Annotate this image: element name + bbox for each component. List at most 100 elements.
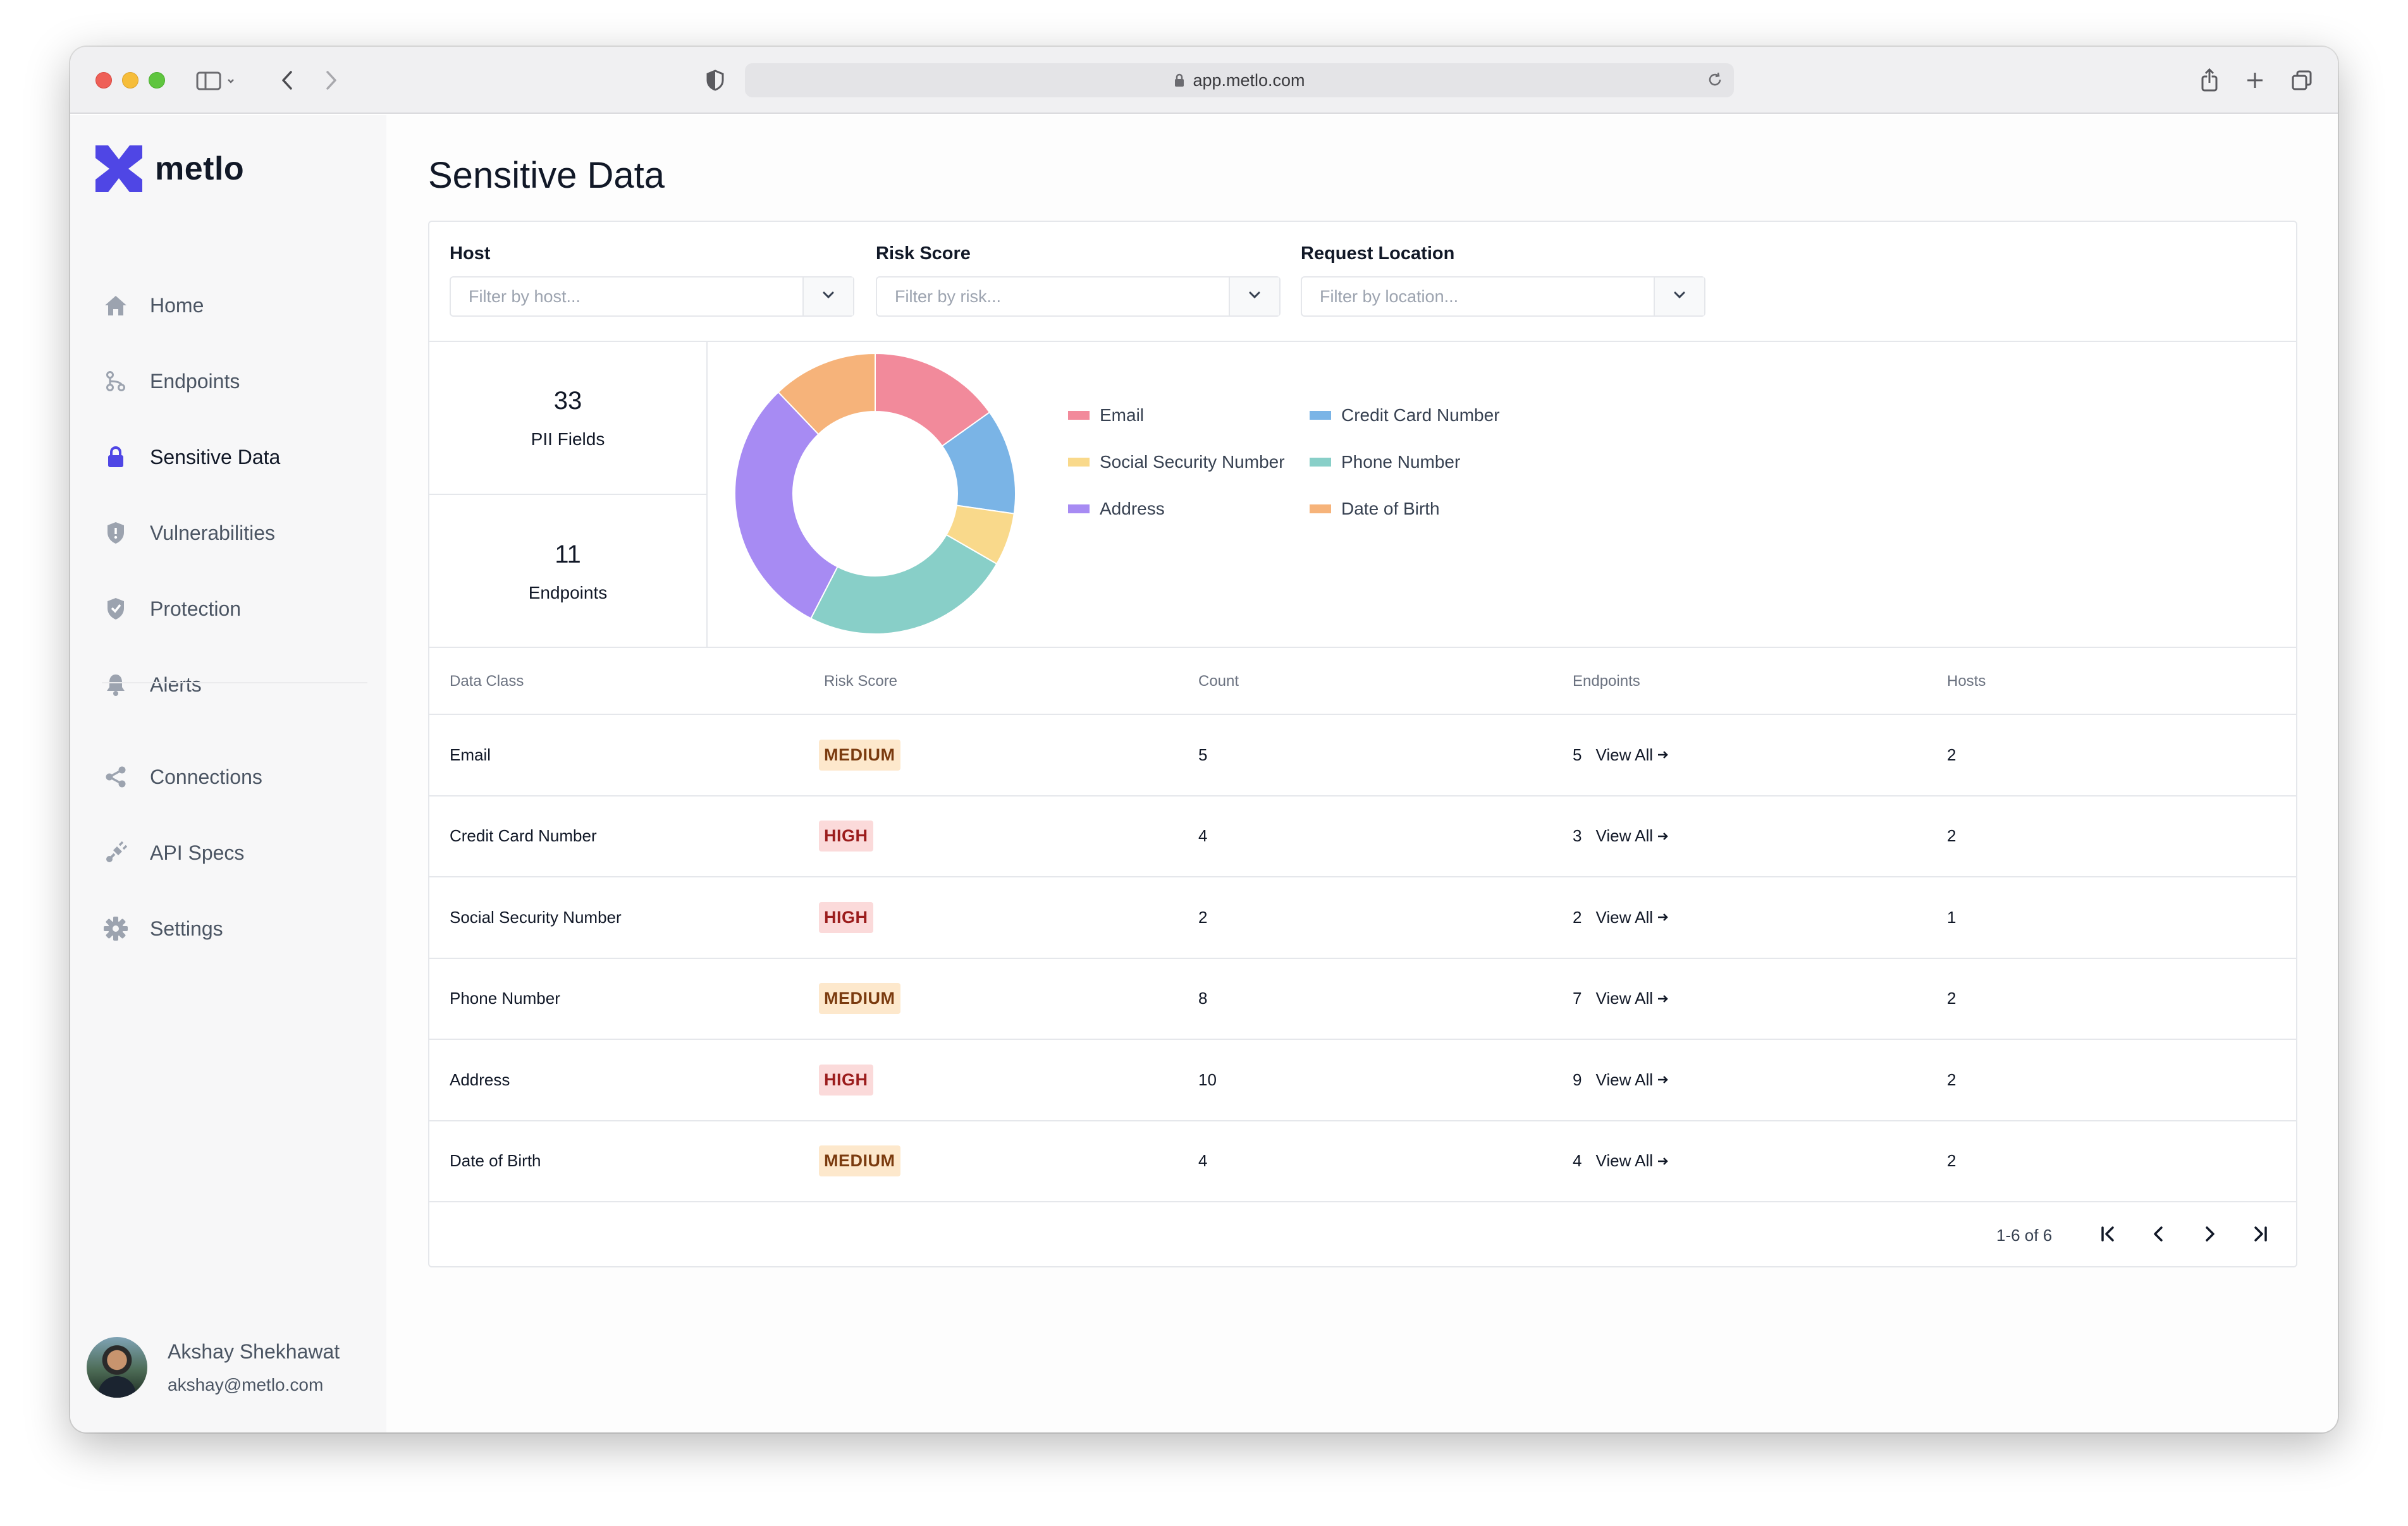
- endpoints-count: 11: [555, 540, 581, 568]
- arrow-right-icon: [1658, 994, 1668, 1003]
- view-all-label: View All: [1595, 826, 1654, 846]
- sidebar-item-vulnerabilities[interactable]: Vulnerabilities: [102, 511, 367, 555]
- back-icon[interactable]: [273, 66, 302, 95]
- chevron-down-icon: [1248, 291, 1262, 303]
- view-all-label: View All: [1595, 907, 1654, 927]
- endpoints-count: 7: [1573, 989, 1582, 1008]
- user-email: akshay@metlo.com: [168, 1374, 324, 1395]
- address-bar[interactable]: app.metlo.com: [745, 63, 1734, 97]
- legend-item[interactable]: Social Security Number: [1068, 449, 1310, 475]
- sidebar-item-label: Protection: [150, 597, 242, 620]
- view-all-link[interactable]: View All: [1595, 989, 1669, 1008]
- next-page-button[interactable]: [2194, 1219, 2225, 1251]
- host-filter-input[interactable]: [451, 278, 802, 315]
- count-cell: 2: [1198, 907, 1208, 927]
- legend-item[interactable]: Email: [1068, 403, 1310, 428]
- share-icon[interactable]: [2195, 66, 2224, 95]
- user-profile[interactable]: Akshay Shekhawat akshay@metlo.com: [87, 1337, 340, 1398]
- summary-section: 33 PII Fields 11 Endpoints Email Credit C…: [429, 342, 2296, 648]
- endpoints-cell: 9 View All: [1573, 1040, 1669, 1120]
- legend-label: Social Security Number: [1100, 452, 1285, 472]
- endpoints-count: 4: [1573, 1151, 1582, 1171]
- donut-slice-date-of-birth[interactable]: [777, 352, 876, 436]
- sidebar-item-settings[interactable]: Settings: [102, 906, 367, 951]
- url-text: app.metlo.com: [1193, 70, 1305, 90]
- view-all-link[interactable]: View All: [1595, 1151, 1669, 1171]
- endpoints-count: 2: [1573, 907, 1582, 927]
- host-filter: Host: [450, 243, 854, 317]
- sidebar-item-sensitive-data[interactable]: Sensitive Data: [102, 435, 367, 479]
- table-row[interactable]: Email MEDIUM 5 5 View All 2: [429, 715, 2296, 797]
- tab-overview-icon[interactable]: [2287, 66, 2316, 95]
- table-row[interactable]: Phone Number MEDIUM 8 7 View All 2: [429, 959, 2296, 1040]
- first-page-icon: [2099, 1224, 2118, 1247]
- legend-item[interactable]: Date of Birth: [1310, 496, 1549, 522]
- legend-item[interactable]: Credit Card Number: [1310, 403, 1549, 428]
- column-header-endpoints[interactable]: Endpoints: [1573, 673, 1640, 690]
- column-header-risk-score[interactable]: Risk Score: [824, 673, 898, 690]
- new-tab-icon[interactable]: [2240, 66, 2270, 95]
- table-row[interactable]: Credit Card Number HIGH 4 3 View All 2: [429, 797, 2296, 877]
- donut-slice-phone-number[interactable]: [809, 534, 998, 635]
- metlo-logo[interactable]: metlo: [95, 145, 244, 192]
- pii-fields-label: PII Fields: [531, 429, 605, 449]
- metlo-logo-icon: [95, 145, 142, 192]
- column-header-data-class[interactable]: Data Class: [450, 673, 524, 690]
- legend-item[interactable]: Address: [1068, 496, 1310, 522]
- view-all-link[interactable]: View All: [1595, 826, 1669, 846]
- legend-swatch: [1310, 504, 1331, 513]
- hosts-cell: 2: [1947, 1151, 1956, 1171]
- donut-slice-address[interactable]: [734, 391, 838, 620]
- minimize-window-button[interactable]: [122, 72, 138, 89]
- risk-dropdown-button[interactable]: [1229, 278, 1279, 315]
- view-all-link[interactable]: View All: [1595, 1070, 1669, 1090]
- table-row[interactable]: Date of Birth MEDIUM 4 4 View All 2: [429, 1121, 2296, 1202]
- sidebar-item-protection[interactable]: Protection: [102, 587, 367, 631]
- sidebar-item-connections[interactable]: Connections: [102, 755, 367, 799]
- last-page-button[interactable]: [2244, 1219, 2276, 1251]
- host-dropdown-button[interactable]: [802, 278, 853, 315]
- count-cell: 4: [1198, 1151, 1208, 1171]
- sidebar-item-home[interactable]: Home: [102, 283, 367, 327]
- table-row[interactable]: Address HIGH 10 9 View All 2: [429, 1040, 2296, 1121]
- reload-icon[interactable]: [1706, 71, 1724, 93]
- pii-fields-stat: 33 PII Fields: [429, 342, 708, 495]
- table-row[interactable]: Social Security Number HIGH 2 2 View All 1: [429, 877, 2296, 959]
- endpoints-cell: 7 View All: [1573, 959, 1669, 1039]
- sidebar-item-alerts[interactable]: Alerts: [102, 662, 367, 707]
- page-title: Sensitive Data: [428, 155, 665, 196]
- view-all-label: View All: [1595, 1070, 1654, 1089]
- legend-item[interactable]: Phone Number: [1310, 449, 1549, 475]
- forward-icon[interactable]: [317, 66, 346, 95]
- data-class-cell: Address: [450, 1070, 510, 1089]
- location-filter: Request Location: [1301, 243, 1705, 317]
- view-all-link[interactable]: View All: [1595, 745, 1669, 765]
- endpoints-count: 3: [1573, 826, 1582, 846]
- close-window-button[interactable]: [95, 72, 112, 89]
- sidebar-item-label: Sensitive Data: [150, 445, 281, 468]
- column-header-count[interactable]: Count: [1198, 673, 1239, 690]
- sidebar-item-endpoints[interactable]: Endpoints: [102, 359, 367, 403]
- legend-label: Credit Card Number: [1341, 405, 1500, 425]
- first-page-button[interactable]: [2092, 1219, 2124, 1251]
- gear-icon: [102, 915, 130, 943]
- view-all-link[interactable]: View All: [1595, 908, 1669, 927]
- privacy-shield-icon[interactable]: [703, 66, 728, 95]
- sidebar-item-api-specs[interactable]: API Specs: [102, 831, 367, 875]
- column-header-hosts[interactable]: Hosts: [1947, 673, 1986, 690]
- sidebar: metlo Home Endpoints Sensitive Data Vuln…: [70, 115, 386, 1432]
- last-page-icon: [2251, 1224, 2270, 1247]
- location-filter-input[interactable]: [1302, 278, 1654, 315]
- location-dropdown-button[interactable]: [1654, 278, 1704, 315]
- lock-icon: [1174, 73, 1185, 87]
- previous-page-button[interactable]: [2143, 1219, 2175, 1251]
- zoom-window-button[interactable]: [149, 72, 165, 89]
- chevron-down-icon: [821, 291, 835, 303]
- hosts-cell: 2: [1947, 745, 1956, 764]
- risk-score-cell: MEDIUM: [819, 959, 900, 1039]
- sidebar-toggle-icon[interactable]: [192, 66, 242, 95]
- risk-filter-input[interactable]: [877, 278, 1229, 315]
- count-cell: 10: [1198, 1070, 1217, 1089]
- endpoints-cell: 5 View All: [1573, 715, 1669, 795]
- sidebar-item-label: API Specs: [150, 841, 245, 864]
